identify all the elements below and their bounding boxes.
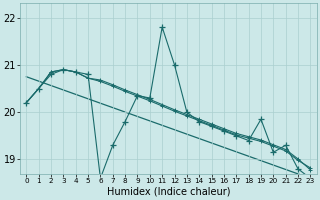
X-axis label: Humidex (Indice chaleur): Humidex (Indice chaleur) <box>107 187 230 197</box>
